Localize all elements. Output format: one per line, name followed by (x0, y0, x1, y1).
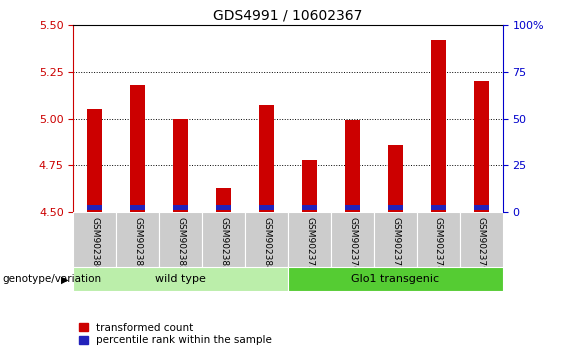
Text: Glo1 transgenic: Glo1 transgenic (351, 274, 440, 284)
Bar (245, 212, 288, 267)
Bar (431, 205, 446, 210)
Bar (173, 119, 188, 212)
Bar (474, 81, 489, 212)
Text: ▶: ▶ (62, 274, 69, 284)
Text: GSM902384: GSM902384 (262, 217, 271, 272)
Bar (131, 205, 145, 210)
Text: GSM902379: GSM902379 (477, 217, 486, 272)
Bar (216, 205, 231, 210)
Legend: transformed count, percentile rank within the sample: transformed count, percentile rank withi… (79, 322, 272, 345)
Bar (259, 105, 274, 212)
Text: GSM902377: GSM902377 (391, 217, 400, 272)
Title: GDS4991 / 10602367: GDS4991 / 10602367 (214, 8, 363, 22)
Bar (288, 267, 503, 291)
Bar (374, 212, 417, 267)
Bar (73, 212, 116, 267)
Bar (131, 85, 145, 212)
Bar (302, 160, 317, 212)
Text: GSM902381: GSM902381 (133, 217, 142, 272)
Text: genotype/variation: genotype/variation (3, 274, 102, 284)
Bar (388, 145, 403, 212)
Bar (460, 212, 503, 267)
Bar (345, 205, 360, 210)
Bar (474, 205, 489, 210)
Text: GSM902383: GSM902383 (219, 217, 228, 272)
Bar (159, 212, 202, 267)
Bar (345, 120, 360, 212)
Bar (259, 205, 274, 210)
Text: GSM902378: GSM902378 (434, 217, 443, 272)
Bar (302, 205, 317, 210)
Text: GSM902380: GSM902380 (90, 217, 99, 272)
Bar (116, 212, 159, 267)
Bar (417, 212, 460, 267)
Bar (173, 205, 188, 210)
Bar (388, 205, 403, 210)
Bar (216, 188, 231, 212)
Bar (88, 205, 102, 210)
Bar (331, 212, 374, 267)
Text: GSM902375: GSM902375 (305, 217, 314, 272)
Text: wild type: wild type (155, 274, 206, 284)
Bar (202, 212, 245, 267)
Text: GSM902382: GSM902382 (176, 217, 185, 272)
Bar (431, 40, 446, 212)
Bar (288, 212, 331, 267)
Text: GSM902376: GSM902376 (348, 217, 357, 272)
Bar (73, 267, 288, 291)
Bar (88, 109, 102, 212)
